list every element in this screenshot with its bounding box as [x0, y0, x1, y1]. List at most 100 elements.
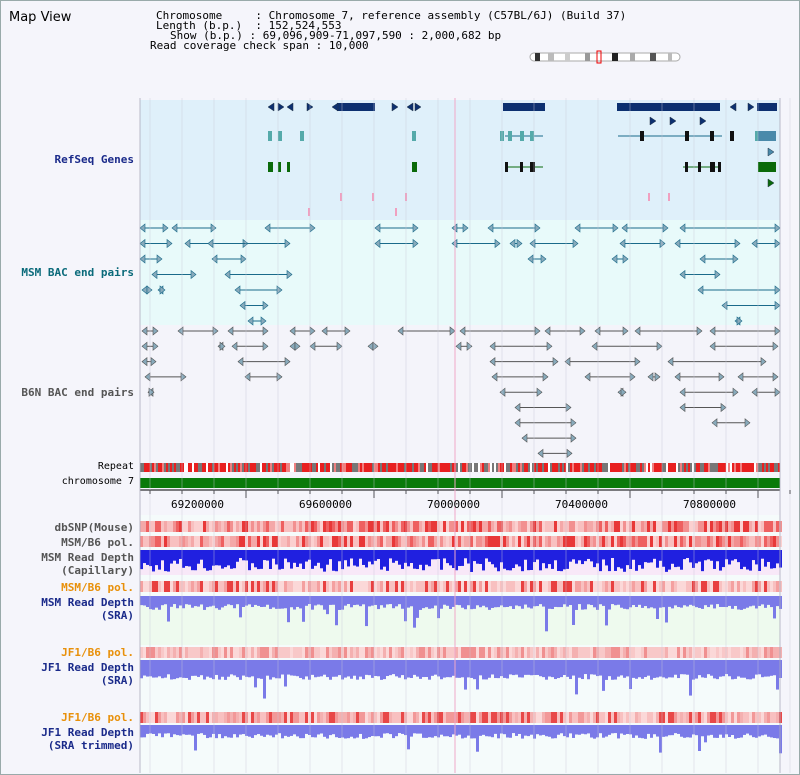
chromosome-value: Chromosome 7, reference assembly (C57BL/…	[268, 9, 627, 22]
jf1-depth-trim-bar	[218, 725, 221, 735]
repeat-element	[470, 463, 472, 472]
jf1-depth-trim-bar	[458, 725, 461, 735]
repeat-element	[432, 463, 434, 472]
repeat-track[interactable]	[140, 463, 780, 472]
msm-b6-pol-cell	[713, 536, 716, 547]
b6n-bac-pair-end	[489, 341, 496, 351]
jf1-b6-pol-cell	[311, 712, 314, 723]
dbsnp-cell	[329, 521, 332, 532]
repeat-element	[502, 463, 504, 472]
dbsnp-cell	[251, 521, 254, 532]
grid-lines	[139, 98, 791, 773]
msm-depth-sra-label[interactable]: MSM Read Depth	[41, 596, 134, 609]
msm-depth-cap-bar	[386, 550, 389, 571]
msm-depth-sra-bar	[311, 596, 314, 610]
b6n-bac-pair-end	[591, 341, 598, 351]
jf1-b6-pol-cell	[200, 647, 203, 658]
dbsnp-cell	[737, 521, 740, 532]
jf1-b6-pol-label-1[interactable]: JF1/B6 pol.	[61, 646, 134, 659]
b6n-bac-pair-end	[489, 356, 496, 367]
jf1-depth-trim-bar	[737, 725, 740, 738]
dbsnp-cell	[203, 521, 206, 532]
msm-depth-sra-bar	[728, 596, 731, 606]
jf1-b6-pol-cell	[719, 647, 722, 658]
chromosome-ideogram[interactable]	[529, 50, 681, 64]
msm-depth-sra-bar	[704, 596, 707, 606]
gene-arrow	[286, 102, 294, 112]
repeat-element	[450, 463, 452, 472]
jf1-b6-pol-cell	[686, 712, 689, 723]
msm-bac-label[interactable]: MSM BAC end pairs	[21, 266, 134, 279]
msm-b6-pol-cell	[464, 581, 467, 592]
gene-block	[337, 103, 375, 111]
jf1-b6-pol-cell	[587, 647, 590, 658]
repeat-element	[528, 463, 530, 472]
jf1-b6-pol-cell	[641, 647, 644, 658]
b6n-bac-track[interactable]	[141, 326, 781, 459]
msm-depth-sra-bar	[161, 596, 164, 606]
jf1-depth-trim-label[interactable]: JF1 Read Depth	[41, 726, 134, 739]
jf1-b6-pol-cell	[326, 712, 329, 723]
jf1-depth-sra-bar	[602, 660, 605, 691]
jf1-depth-trim-bar	[305, 725, 308, 734]
b6n-bac-label[interactable]: B6N BAC end pairs	[21, 386, 134, 399]
repeat-element	[390, 463, 392, 472]
jf1-b6-pol-cell	[167, 712, 170, 723]
jf1-b6-pol-cell	[491, 647, 494, 658]
jf1-depth-sra-label[interactable]: JF1 Read Depth	[41, 661, 134, 674]
heatmap-tracks[interactable]	[140, 521, 782, 754]
jf1-b6-pol-cell	[596, 647, 599, 658]
jf1-depth-sra-bar	[296, 660, 299, 677]
dbsnp-label[interactable]: dbSNP(Mouse)	[54, 521, 134, 534]
dbsnp-cell	[728, 521, 731, 532]
msm-b6-pol-label-1[interactable]: MSM/B6 pol.	[61, 536, 134, 549]
repeat-element	[714, 463, 716, 472]
repeat-element	[166, 463, 168, 472]
jf1-depth-sra-bar	[680, 660, 683, 675]
dbsnp-cell	[719, 521, 722, 532]
msm-depth-sra-bar	[479, 596, 482, 608]
msm-depth-cap-bar	[668, 550, 671, 570]
dbsnp-cell	[353, 521, 356, 532]
msm-b6-pol-cell	[755, 581, 758, 592]
b6n-bac-pair-end	[718, 372, 725, 382]
refseq-label[interactable]: RefSeq Genes	[54, 153, 134, 166]
msm-bac-track[interactable]	[139, 223, 781, 326]
dbsnp-cell	[227, 521, 230, 532]
jf1-b6-pol-cell	[143, 712, 146, 723]
msm-depth-sra-bar	[164, 596, 167, 605]
repeat-element	[542, 463, 544, 472]
dbsnp-cell	[710, 521, 713, 532]
msm-depth-sra-bar	[392, 596, 395, 609]
msm-b6-pol-label-2[interactable]: MSM/B6 pol.	[61, 581, 134, 594]
jf1-b6-pol-cell	[614, 647, 617, 658]
msm-b6-pol-cell	[239, 581, 242, 592]
msm-b6-pol-cell	[716, 581, 719, 592]
jf1-b6-pol-cell	[662, 712, 665, 723]
msm-b6-pol-cell	[581, 536, 584, 547]
refseq-genes-track[interactable]	[267, 102, 777, 216]
jf1-depth-trim-bar	[659, 725, 662, 753]
msm-bac-pair-end	[732, 254, 739, 264]
dbsnp-cell	[563, 521, 566, 532]
jf1-depth-trim-bar	[212, 725, 215, 734]
jf1-b6-pol-cell	[152, 712, 155, 723]
msm-depth-cap-bar	[722, 550, 725, 568]
msm-depth-sra-bar	[680, 596, 683, 608]
repeat-element	[384, 463, 386, 472]
msm-depth-cap-label[interactable]: MSM Read Depth	[41, 551, 134, 564]
repeat-element	[504, 463, 506, 472]
msm-depth-cap-bar	[602, 550, 605, 560]
jf1-depth-sra-bar	[206, 660, 209, 677]
msm-depth-sra-bar	[284, 596, 287, 609]
msm-depth-sra-bar	[413, 596, 416, 628]
msm-depth-cap-bar	[632, 550, 635, 560]
msm-b6-pol-cell	[191, 536, 194, 547]
jf1-b6-pol-label-2[interactable]: JF1/B6 pol.	[61, 711, 134, 724]
jf1-depth-trim-bar	[194, 725, 197, 751]
msm-b6-pol-cell	[161, 536, 164, 547]
msm-b6-pol-cell	[416, 581, 419, 592]
repeat-element	[512, 463, 514, 472]
jf1-b6-pol-cell	[308, 647, 311, 658]
